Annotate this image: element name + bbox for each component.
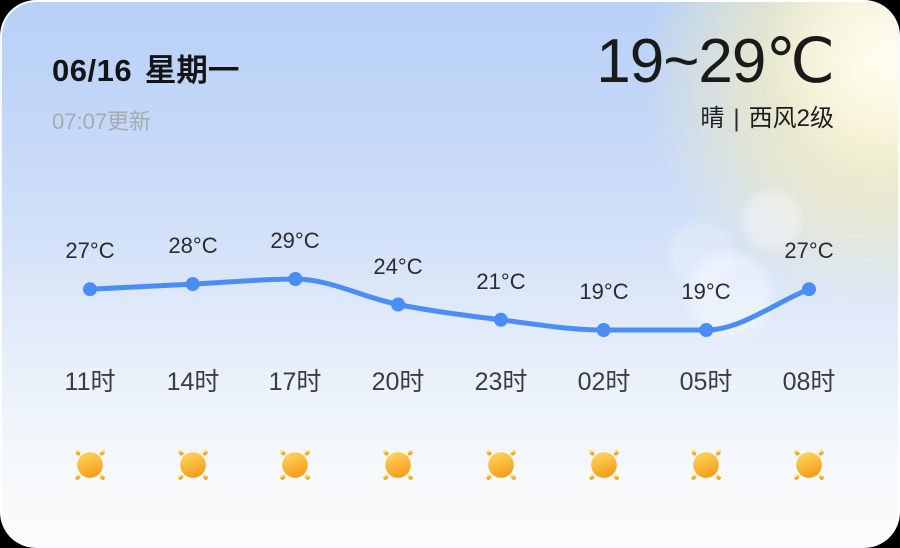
condition-separator: | (733, 104, 740, 133)
condition-label: 晴 (700, 105, 725, 132)
chart-point (699, 323, 714, 337)
header-left: 06/16 星期一 07:07更新 (52, 52, 240, 136)
chart-point (391, 297, 406, 312)
date-row: 06/16 星期一 (52, 52, 240, 90)
chart-point (83, 282, 97, 297)
wind-label: 西风2级 (748, 105, 834, 132)
chart-point (802, 282, 816, 297)
update-time: 07:07更新 (52, 109, 152, 134)
chart-point (185, 277, 200, 292)
chart-point (596, 323, 611, 337)
chart-point (288, 272, 303, 286)
header-right: 19~29℃ 晴 | 西风2级 (596, 27, 835, 134)
temperature-range: 19~29℃ (596, 27, 835, 96)
weekday-label: 星期一 (145, 53, 240, 88)
date-label: 06/16 (52, 53, 133, 88)
chart-point (493, 312, 508, 327)
condition-row: 晴 | 西风2级 (700, 104, 834, 134)
temperature-line (87, 276, 812, 333)
